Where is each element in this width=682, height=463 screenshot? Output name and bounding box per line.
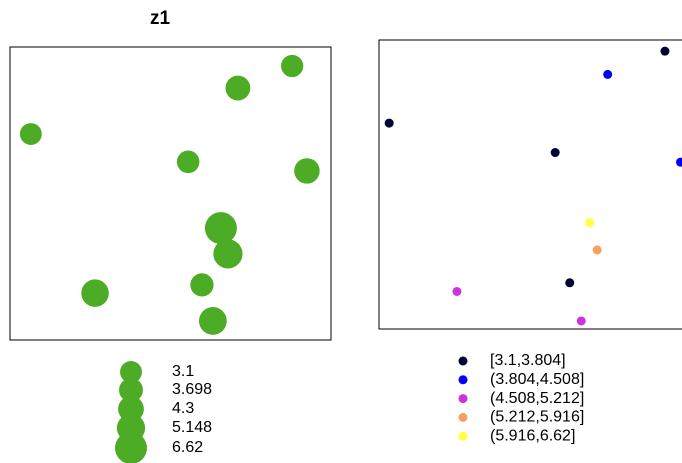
point bbox=[585, 218, 595, 228]
legend-label: (3.804,4.508] bbox=[490, 371, 584, 388]
legend-label: 4.3 bbox=[172, 400, 194, 417]
plot-frame bbox=[378, 39, 682, 330]
legend-marker bbox=[458, 431, 468, 441]
bubble bbox=[294, 158, 320, 184]
bubble bbox=[81, 279, 109, 307]
bubble bbox=[19, 123, 42, 145]
point bbox=[676, 157, 682, 167]
legend-marker bbox=[458, 375, 468, 385]
bubble bbox=[225, 75, 251, 101]
bubble bbox=[204, 212, 237, 245]
point bbox=[592, 245, 602, 255]
legend-bubble bbox=[120, 361, 142, 383]
bubble bbox=[198, 307, 227, 335]
point bbox=[603, 69, 613, 79]
legend-label: 6.62 bbox=[172, 439, 203, 456]
bubble bbox=[213, 239, 243, 269]
point bbox=[565, 278, 575, 288]
legend-label: [3.1,3.804] bbox=[490, 352, 566, 369]
legend-label: 3.1 bbox=[172, 363, 194, 380]
point bbox=[660, 46, 670, 56]
legend-label: 5.148 bbox=[172, 419, 212, 436]
legend-label: 3.698 bbox=[172, 381, 212, 398]
legend-marker bbox=[458, 394, 468, 404]
point bbox=[576, 316, 586, 326]
point bbox=[384, 118, 394, 128]
legend-bubble bbox=[115, 432, 147, 463]
legend-label: (5.212,5.916] bbox=[490, 409, 584, 426]
point bbox=[550, 148, 560, 158]
plot-frame bbox=[9, 46, 332, 341]
bubble bbox=[190, 273, 214, 297]
point bbox=[452, 286, 462, 296]
legend-label: (4.508,5.212] bbox=[490, 390, 584, 407]
chart-title: z1 bbox=[150, 8, 171, 29]
legend-label: (5.916,6.62] bbox=[490, 427, 575, 444]
bubble bbox=[281, 54, 304, 78]
legend-bubble bbox=[119, 378, 143, 402]
legend-bubble bbox=[118, 396, 144, 422]
legend-marker bbox=[458, 356, 468, 366]
bubble bbox=[176, 150, 200, 174]
legend-marker bbox=[458, 412, 468, 422]
